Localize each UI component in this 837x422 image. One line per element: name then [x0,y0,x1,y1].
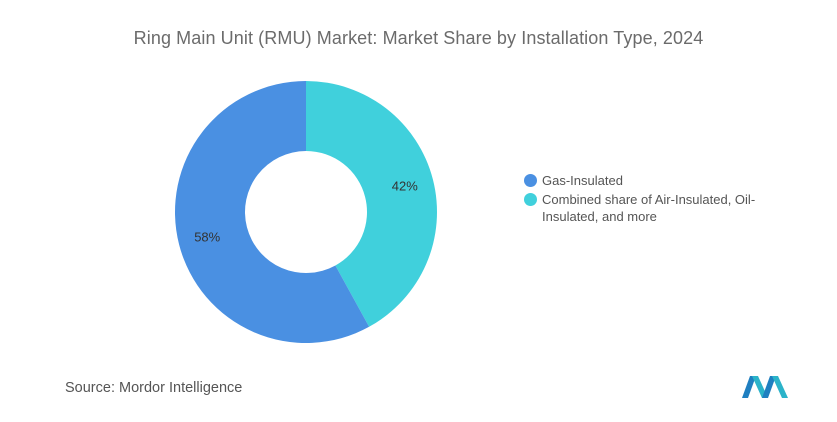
mordor-intelligence-logo-icon [742,376,788,398]
data-label: 58% [194,229,220,244]
legend-swatch [524,193,537,206]
donut-slice-combined-share [306,81,437,327]
donut-slice-gas-insulated [175,81,370,343]
legend-label: Combined share of Air-Insulated, Oil-Ins… [542,192,756,224]
legend-swatch [524,174,537,187]
source-value: Mordor Intelligence [119,380,243,396]
legend-label: Gas-Insulated [542,173,623,188]
legend-item: Gas-Insulated [524,172,784,189]
chart-title: Ring Main Unit (RMU) Market: Market Shar… [133,28,704,48]
source-note: Source: Mordor Intelligence [65,380,242,396]
data-label: 42% [392,179,418,194]
legend-item: Combined share of Air-Insulated, Oil-Ins… [524,191,784,225]
source-label: Source: [65,380,115,396]
legend: Gas-Insulated Combined share of Air-Insul… [524,172,784,227]
